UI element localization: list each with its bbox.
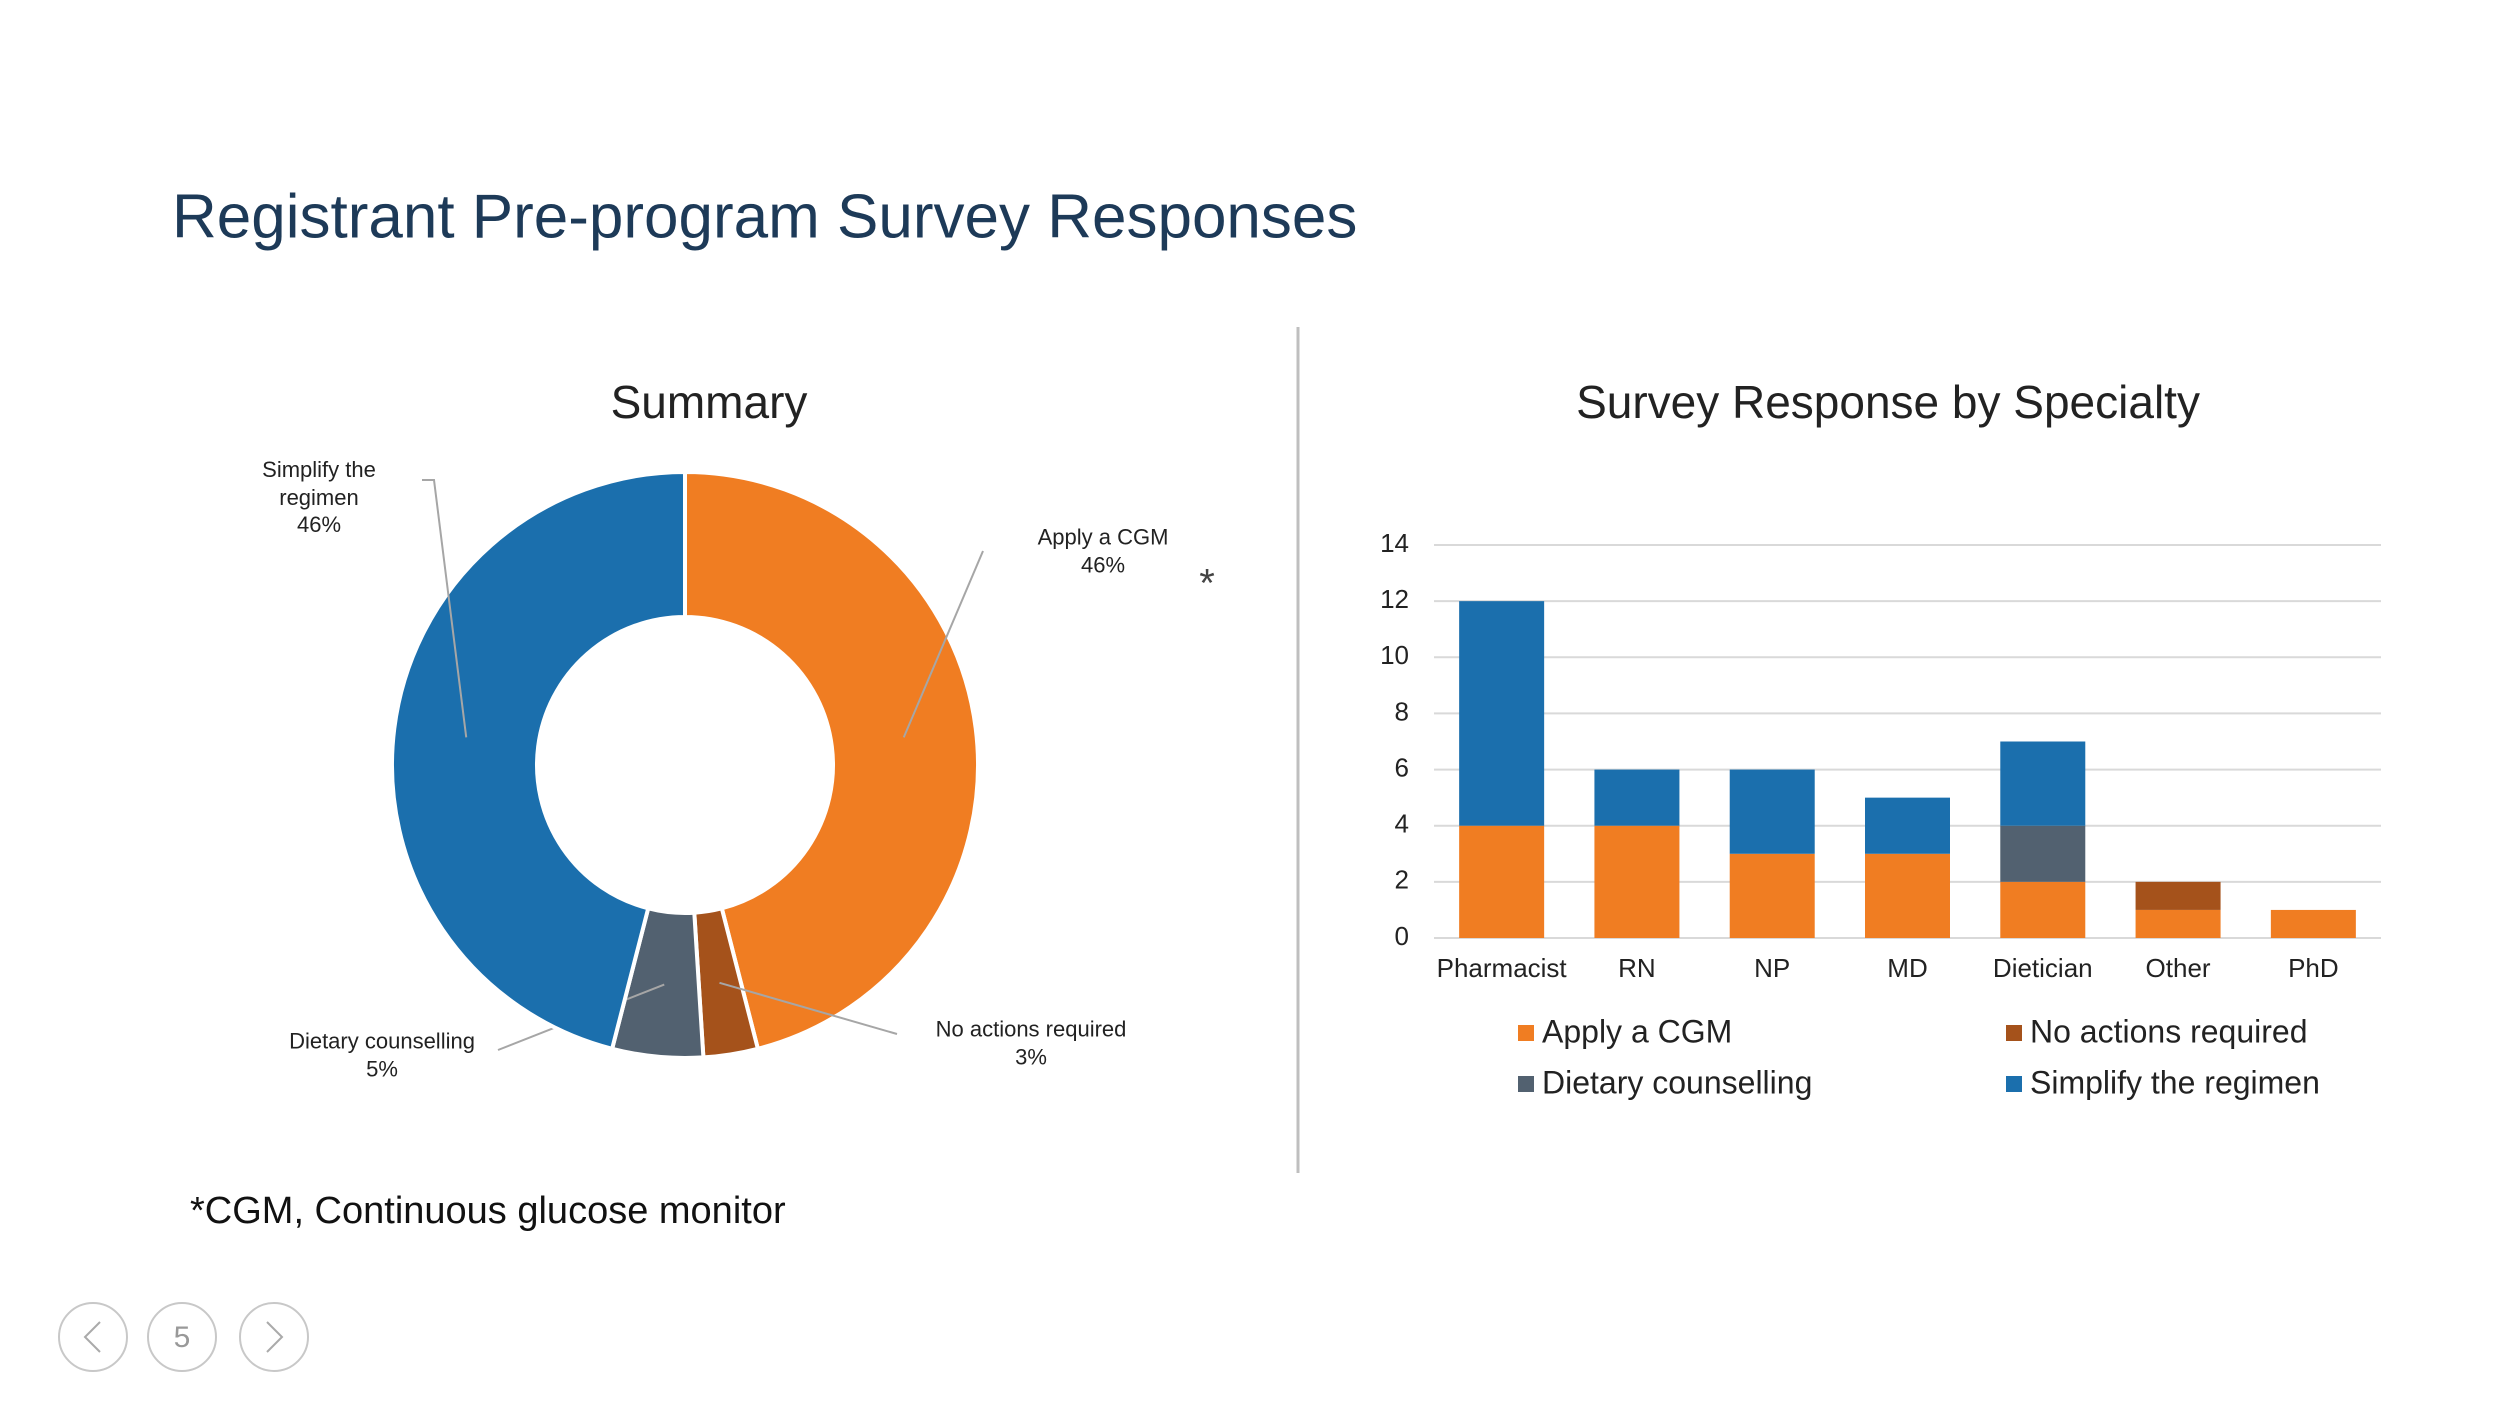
next-button[interactable] bbox=[239, 1302, 309, 1372]
x-tick-label: Dietician bbox=[1993, 953, 2093, 983]
donut-slice bbox=[683, 469, 980, 1052]
slice-label: Apply a CGM 46% bbox=[1003, 524, 1203, 579]
page-number: 5 bbox=[174, 1321, 191, 1354]
y-tick-label: 8 bbox=[1395, 696, 1409, 726]
slice-category: No actions required bbox=[935, 1016, 1127, 1042]
y-tick-label: 14 bbox=[1380, 528, 1409, 558]
slice-category: Dietary counselling bbox=[289, 1028, 475, 1054]
bar-segment bbox=[2000, 881, 2086, 938]
bar-segment bbox=[2000, 825, 2086, 882]
donut-slice bbox=[390, 469, 687, 1052]
y-tick-label: 4 bbox=[1395, 809, 1409, 839]
leader-line bbox=[719, 981, 898, 1035]
y-tick-label: 0 bbox=[1395, 921, 1409, 951]
slice-value: 46% bbox=[1080, 552, 1126, 577]
annotation: * bbox=[1199, 562, 1215, 606]
slide-title: Registrant Pre-program Survey Responses bbox=[172, 182, 1357, 251]
prev-arrow bbox=[83, 1321, 101, 1353]
slice-value: 5% bbox=[366, 1056, 398, 1081]
bar-segment bbox=[2135, 909, 2221, 938]
x-tick-label: MD bbox=[1887, 953, 1927, 983]
bar-segment bbox=[1594, 769, 1680, 826]
legend-swatch bbox=[2006, 1025, 2022, 1041]
page-indicator bbox=[147, 1302, 217, 1372]
bar-segment bbox=[1865, 853, 1950, 938]
slice-label: Dietary counselling 5% bbox=[262, 1028, 502, 1083]
slice-value: 3% bbox=[1015, 1044, 1047, 1069]
leader-line bbox=[902, 550, 984, 738]
x-tick-label: RN bbox=[1618, 953, 1656, 983]
x-tick-label: NP bbox=[1754, 953, 1790, 983]
chart-title: Summary bbox=[611, 376, 808, 428]
y-tick-label: 2 bbox=[1395, 865, 1409, 895]
legend-label: Apply a CGM bbox=[1542, 1013, 1732, 1049]
bar-segment bbox=[1865, 797, 1950, 854]
y-tick-label: 10 bbox=[1380, 640, 1409, 670]
x-tick-label: Pharmacist bbox=[1437, 953, 1568, 983]
slice-value: 46% bbox=[296, 511, 342, 537]
y-tick-label: 12 bbox=[1380, 584, 1409, 614]
legend-swatch bbox=[2006, 1076, 2022, 1092]
bar-segment bbox=[2000, 741, 2086, 826]
x-tick-label: PhD bbox=[2288, 953, 2339, 983]
bar-segment bbox=[1729, 853, 1815, 938]
slice-category: Apply a CGM bbox=[1037, 524, 1169, 550]
legend-label: No actions required bbox=[2030, 1013, 2307, 1049]
x-tick-label: Other bbox=[2146, 953, 2211, 983]
chart-title: Survey Response by Specialty bbox=[1576, 376, 2200, 428]
legend-label: Simplify the regimen bbox=[2030, 1064, 2320, 1100]
bar-segment bbox=[2270, 909, 2356, 938]
slice-label: No actions required 3% bbox=[911, 1016, 1151, 1071]
bar-segment bbox=[2135, 881, 2221, 910]
slice-label: Simplify the regimen 46% bbox=[249, 456, 389, 539]
y-tick-label: 6 bbox=[1395, 752, 1409, 782]
slice-category: Simplify the regimen bbox=[262, 456, 376, 510]
bar-segment bbox=[1729, 769, 1815, 854]
footnote: *CGM, Continuous glucose monitor bbox=[190, 1190, 786, 1232]
prev-button[interactable] bbox=[58, 1302, 128, 1372]
legend-swatch bbox=[1518, 1076, 1534, 1092]
bar-segment bbox=[1459, 601, 1545, 826]
next-arrow bbox=[266, 1321, 284, 1353]
legend-swatch bbox=[1518, 1025, 1534, 1041]
bar-segment bbox=[1459, 825, 1545, 938]
bar-segment bbox=[1594, 825, 1680, 938]
leader-line bbox=[422, 479, 468, 738]
legend-label: Dietary counselling bbox=[1542, 1064, 1812, 1100]
